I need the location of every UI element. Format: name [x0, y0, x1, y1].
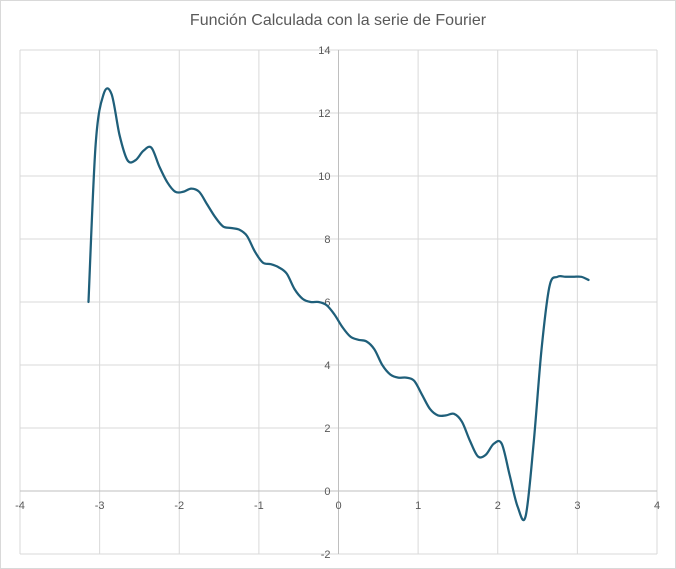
y-tick-label: 12 — [318, 108, 330, 120]
y-tick-label: 8 — [324, 234, 330, 246]
x-tick-label: -2 — [174, 500, 184, 512]
x-tick-label: -4 — [15, 500, 25, 512]
y-tick-label: 14 — [318, 45, 330, 57]
x-tick-label: 2 — [495, 500, 501, 512]
y-tick-label: 10 — [318, 171, 330, 183]
y-tick-label: 4 — [324, 360, 330, 372]
x-tick-label: 3 — [574, 500, 580, 512]
x-tick-label: 0 — [335, 500, 341, 512]
x-tick-label: 4 — [654, 500, 660, 512]
y-tick-label: -2 — [321, 549, 331, 561]
chart-title: Función Calculada con la serie de Fourie… — [189, 12, 487, 29]
y-tick-label: 0 — [324, 486, 330, 498]
y-tick-label: 6 — [324, 297, 330, 309]
series-line — [87, 87, 590, 522]
y-tick-label: 2 — [324, 423, 330, 435]
x-tick-label: 1 — [415, 500, 421, 512]
x-tick-label: -3 — [95, 500, 105, 512]
x-tick-label: -1 — [254, 500, 264, 512]
